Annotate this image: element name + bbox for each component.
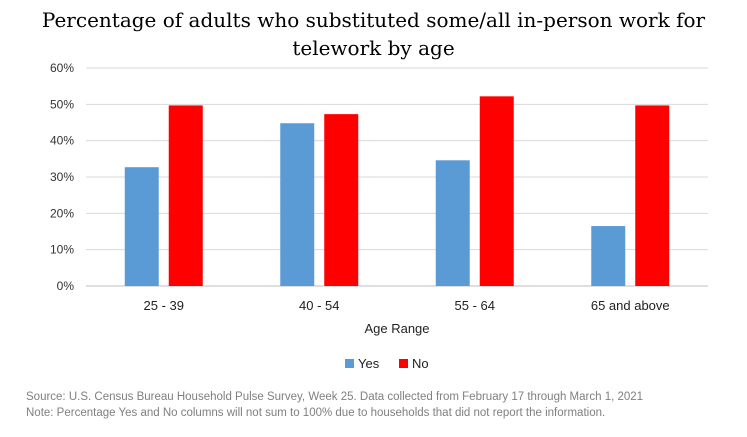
footnote: Note: Percentage Yes and No columns will… xyxy=(26,407,606,419)
y-tick-label: 20% xyxy=(50,206,74,220)
x-tick-label: 40 - 54 xyxy=(299,298,339,313)
legend-swatch-no xyxy=(399,359,408,368)
legend-label-yes: Yes xyxy=(358,356,380,371)
x-tick-label: 65 and above xyxy=(591,298,670,313)
bar-no xyxy=(168,105,203,286)
bar-no xyxy=(635,105,670,286)
bar-yes xyxy=(435,160,470,286)
chart-title: Percentage of adults who substituted som… xyxy=(41,8,706,60)
y-tick-label: 30% xyxy=(50,170,74,184)
y-tick-label: 40% xyxy=(50,134,74,148)
y-tick-label: 50% xyxy=(50,97,74,111)
y-tick-label: 60% xyxy=(50,61,74,75)
bar-yes xyxy=(280,123,315,286)
bar-no xyxy=(324,114,359,286)
legend-swatch-yes xyxy=(345,359,354,368)
x-tick-label: 55 - 64 xyxy=(455,298,495,313)
y-tick-label: 0% xyxy=(57,279,75,293)
source-note: Source: U.S. Census Bureau Household Pul… xyxy=(26,391,644,403)
y-tick-label: 10% xyxy=(50,243,74,257)
x-axis-title: Age Range xyxy=(364,321,429,336)
bar-yes xyxy=(591,226,626,286)
bar-no xyxy=(479,96,514,286)
bar-yes xyxy=(124,167,159,286)
legend-label-no: No xyxy=(412,356,429,371)
x-tick-label: 25 - 39 xyxy=(144,298,184,313)
